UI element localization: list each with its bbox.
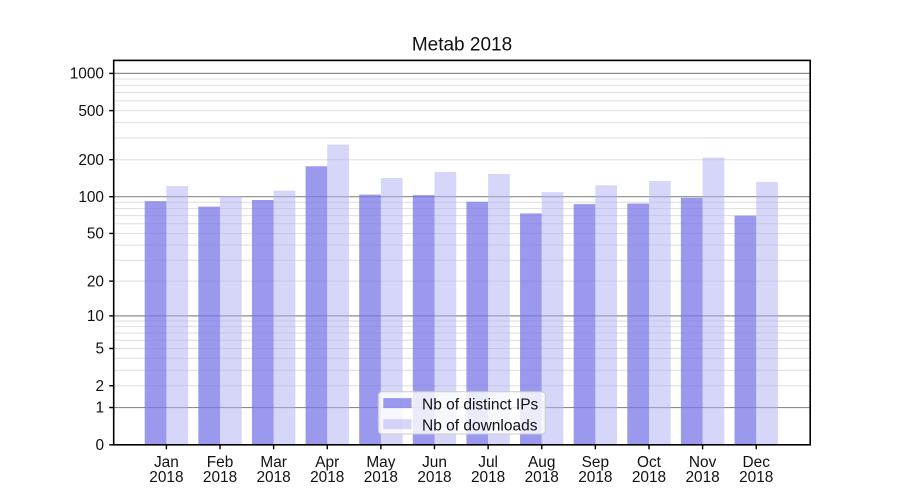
svg-text:200: 200 [78, 152, 104, 169]
svg-text:Nb of downloads: Nb of downloads [422, 418, 538, 435]
svg-text:2018: 2018 [525, 469, 559, 486]
svg-text:1: 1 [95, 400, 104, 417]
svg-text:2: 2 [95, 378, 104, 395]
svg-text:2018: 2018 [257, 469, 291, 486]
svg-text:10: 10 [87, 308, 104, 325]
svg-text:Jul: Jul [478, 454, 498, 471]
svg-text:2018: 2018 [417, 469, 451, 486]
svg-text:Aug: Aug [528, 454, 555, 471]
svg-text:20: 20 [87, 273, 104, 290]
svg-text:Dec: Dec [743, 454, 771, 471]
svg-text:2018: 2018 [739, 469, 773, 486]
svg-text:2018: 2018 [310, 469, 344, 486]
svg-text:2018: 2018 [364, 469, 398, 486]
svg-text:2018: 2018 [149, 469, 183, 486]
svg-text:Jun: Jun [422, 454, 447, 471]
svg-text:May: May [366, 454, 395, 471]
svg-text:2018: 2018 [685, 469, 719, 486]
svg-text:50: 50 [87, 226, 104, 243]
svg-text:Nov: Nov [689, 454, 717, 471]
svg-text:Mar: Mar [260, 454, 287, 471]
svg-text:Sep: Sep [582, 454, 609, 471]
svg-text:1000: 1000 [70, 66, 104, 83]
svg-text:Apr: Apr [315, 454, 339, 471]
svg-text:Nb of distinct IPs: Nb of distinct IPs [422, 397, 539, 414]
svg-text:100: 100 [78, 189, 104, 206]
svg-text:2018: 2018 [203, 469, 237, 486]
svg-text:Oct: Oct [637, 454, 662, 471]
svg-text:2018: 2018 [632, 469, 666, 486]
svg-text:Metab 2018: Metab 2018 [412, 35, 512, 56]
svg-text:Feb: Feb [207, 454, 234, 471]
svg-text:500: 500 [78, 103, 104, 120]
svg-text:Jan: Jan [154, 454, 179, 471]
svg-text:2018: 2018 [471, 469, 505, 486]
svg-text:2018: 2018 [578, 469, 612, 486]
svg-text:5: 5 [95, 341, 104, 358]
svg-text:0: 0 [95, 437, 104, 454]
